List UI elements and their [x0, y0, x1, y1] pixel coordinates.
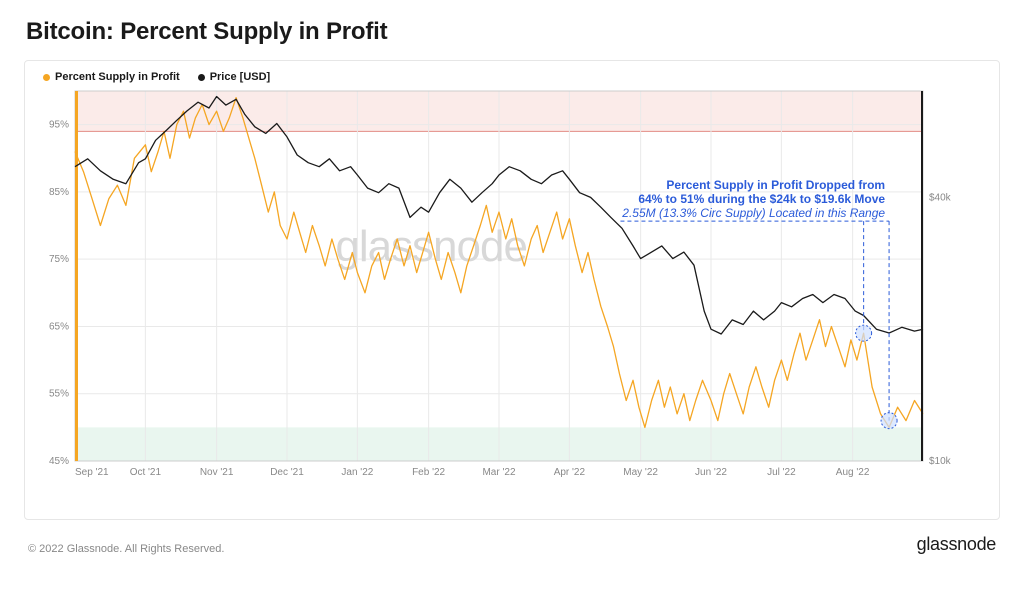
svg-text:64% to 51% during the $24k to: 64% to 51% during the $24k to $19.6k Mov…	[638, 192, 885, 206]
legend-label-price: Price [USD]	[210, 71, 271, 83]
svg-text:Jul '22: Jul '22	[767, 467, 796, 478]
chart-card: Percent Supply in Profit Price [USD] 45%…	[24, 60, 1000, 520]
svg-text:85%: 85%	[49, 187, 69, 198]
svg-text:Percent Supply in Profit Dropp: Percent Supply in Profit Dropped from	[666, 178, 885, 192]
copyright: © 2022 Glassnode. All Rights Reserved.	[28, 543, 224, 555]
svg-text:75%: 75%	[49, 254, 69, 265]
legend-item-supply: Percent Supply in Profit	[43, 71, 180, 83]
svg-text:Aug '22: Aug '22	[836, 467, 870, 478]
svg-text:Jun '22: Jun '22	[695, 467, 727, 478]
legend-label-supply: Percent Supply in Profit	[55, 71, 180, 83]
brand-logo: glassnode	[917, 534, 996, 555]
svg-text:65%: 65%	[49, 321, 69, 332]
svg-text:$40k: $40k	[929, 192, 952, 203]
svg-text:May '22: May '22	[623, 467, 658, 478]
svg-text:95%: 95%	[49, 120, 69, 131]
svg-text:Feb '22: Feb '22	[412, 467, 445, 478]
svg-text:glassnode: glassnode	[335, 222, 527, 271]
svg-text:2.55M (13.3% Circ Supply) Loca: 2.55M (13.3% Circ Supply) Located in thi…	[621, 206, 885, 220]
svg-text:Nov '21: Nov '21	[200, 467, 234, 478]
legend: Percent Supply in Profit Price [USD]	[35, 71, 989, 83]
legend-item-price: Price [USD]	[198, 71, 271, 83]
svg-text:Sep '21: Sep '21	[75, 467, 109, 478]
svg-text:Apr '22: Apr '22	[554, 467, 586, 478]
chart-plot: 45% 55% 65% 75% 85% 95% $10k $40k Sep '21 Oct '21…	[35, 85, 965, 485]
legend-dot-supply	[43, 74, 50, 81]
page-title: Bitcoin: Percent Supply in Profit	[26, 18, 1000, 46]
svg-text:Oct '21: Oct '21	[130, 467, 162, 478]
svg-text:Jan '22: Jan '22	[341, 467, 373, 478]
svg-text:Mar '22: Mar '22	[482, 467, 515, 478]
svg-text:$10k: $10k	[929, 456, 952, 467]
svg-text:55%: 55%	[49, 389, 69, 400]
svg-text:45%: 45%	[49, 456, 69, 467]
legend-dot-price	[198, 74, 205, 81]
svg-text:Dec '21: Dec '21	[270, 467, 304, 478]
